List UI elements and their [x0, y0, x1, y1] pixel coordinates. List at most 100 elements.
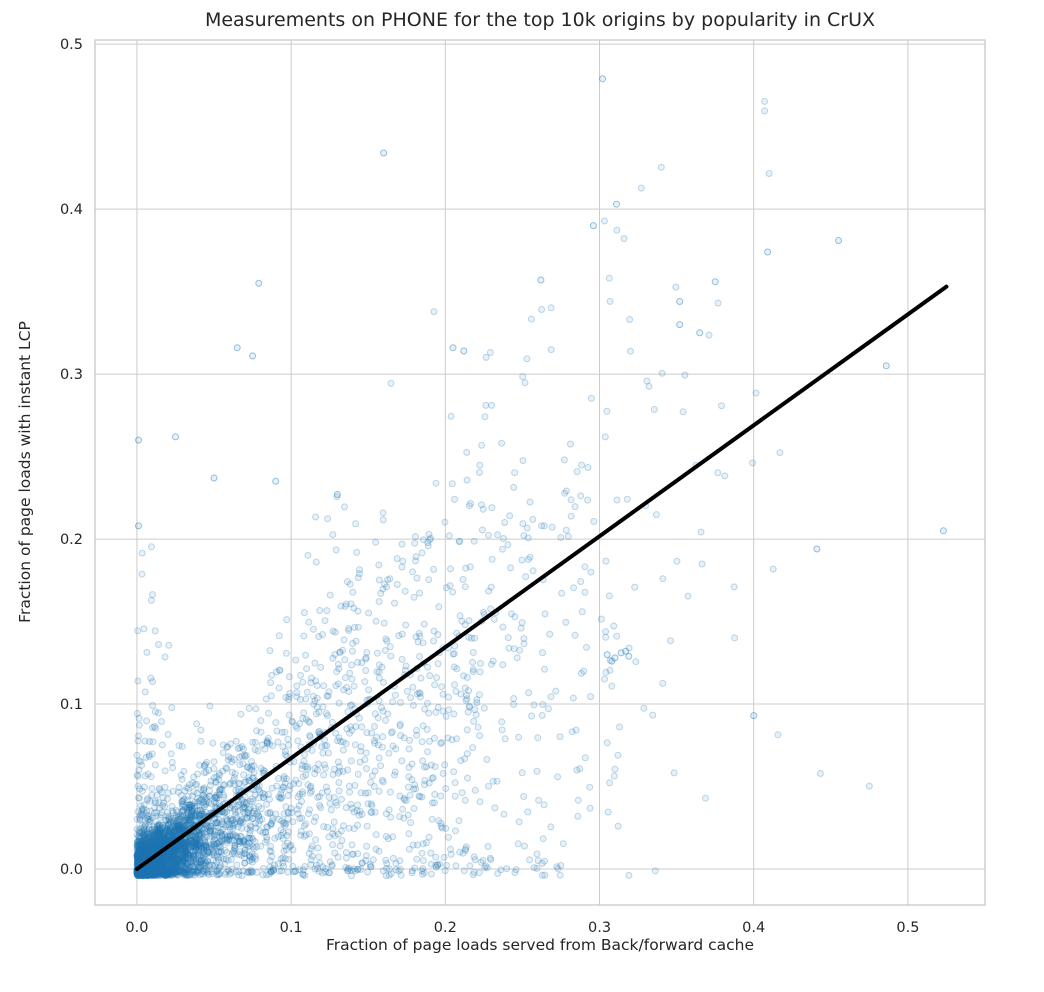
scatter-point: [144, 866, 152, 874]
scatter-point: [156, 830, 163, 838]
scatter-point: [144, 839, 152, 847]
scatter-point: [461, 796, 469, 804]
scatter-point: [459, 576, 467, 583]
scatter-point: [169, 862, 177, 870]
scatter-point: [137, 850, 144, 858]
scatter-point: [327, 806, 335, 814]
scatter-point: [173, 859, 180, 867]
scatter-point: [158, 741, 166, 749]
scatter-point: [241, 850, 249, 858]
scatter-point: [156, 866, 164, 874]
scatter-point: [147, 870, 155, 878]
scatter-point: [681, 371, 689, 379]
x-tick-label: 0.4: [742, 920, 765, 936]
scatter-point: [569, 694, 577, 702]
scatter-point: [589, 222, 597, 230]
scatter-point: [230, 819, 238, 826]
scatter-point: [141, 871, 149, 879]
scatter-point: [539, 835, 547, 843]
scatter-point: [322, 865, 330, 873]
scatter-point: [151, 866, 159, 874]
scatter-point: [178, 846, 186, 854]
scatter-point: [138, 872, 146, 879]
scatter-point: [613, 632, 621, 640]
scatter-point: [486, 854, 494, 862]
scatter-point: [334, 853, 342, 861]
scatter-point: [275, 632, 283, 640]
scatter-point: [142, 852, 150, 860]
scatter-point: [373, 668, 381, 676]
scatter-point: [451, 792, 459, 800]
scatter-point: [180, 818, 188, 826]
scatter-point: [510, 700, 517, 708]
scatter-point: [463, 695, 471, 703]
scatter-point: [632, 658, 640, 666]
scatter-point: [882, 362, 890, 370]
scatter-point: [134, 853, 142, 861]
scatter-point: [255, 812, 263, 820]
scatter-point: [485, 531, 492, 539]
scatter-point: [138, 851, 146, 858]
scatter-point: [537, 276, 545, 284]
scatter-point: [484, 843, 492, 850]
scatter-point: [135, 854, 143, 862]
chart-title: Measurements on PHONE for the top 10k or…: [205, 9, 875, 31]
scatter-point: [613, 226, 621, 234]
scatter-point: [137, 758, 145, 766]
scatter-point: [375, 561, 383, 569]
scatter-point: [154, 859, 162, 867]
scatter-point: [354, 821, 361, 829]
scatter-point: [162, 864, 170, 872]
scatter-point: [649, 711, 657, 719]
scatter-point: [613, 496, 621, 504]
scatter-point: [146, 870, 154, 878]
scatter-point: [498, 718, 506, 726]
scatter-point: [138, 851, 146, 859]
scatter-point: [136, 868, 144, 876]
scatter-point: [344, 766, 352, 774]
scatter-point: [354, 850, 362, 858]
scatter-point: [389, 833, 397, 841]
scatter-point: [246, 829, 254, 837]
scatter-point: [174, 844, 182, 852]
scatter-point: [281, 779, 289, 787]
scatter-point: [153, 858, 161, 866]
scatter-point: [142, 844, 150, 852]
scatter-point: [519, 457, 527, 464]
scatter-point: [149, 678, 156, 685]
scatter-point: [175, 861, 183, 869]
scatter-point: [142, 867, 149, 875]
scatter-point: [161, 856, 169, 864]
scatter-point: [183, 796, 191, 804]
scatter-point: [342, 600, 350, 608]
scatter-point: [381, 647, 389, 654]
scatter-point: [529, 515, 537, 523]
scatter-point: [136, 869, 144, 877]
scatter-point: [238, 815, 246, 823]
scatter-point: [140, 869, 148, 877]
scatter-point: [135, 870, 143, 878]
scatter-point: [159, 837, 167, 845]
scatter-point: [152, 842, 160, 850]
scatter-point: [557, 534, 565, 541]
scatter-point: [348, 841, 356, 849]
scatter-point: [172, 843, 180, 851]
scatter-point: [340, 636, 348, 644]
scatter-point: [136, 869, 144, 877]
scatter-point: [137, 868, 145, 876]
scatter-point: [157, 869, 165, 877]
scatter-point: [533, 767, 541, 775]
scatter-point: [144, 840, 152, 848]
scatter-point: [140, 871, 148, 879]
scatter-point: [357, 747, 364, 755]
scatter-point: [253, 869, 261, 876]
scatter-point: [465, 502, 473, 510]
scatter-point: [581, 563, 589, 571]
scatter-point: [222, 855, 230, 863]
scatter-point: [375, 847, 383, 855]
scatter-point: [197, 737, 205, 745]
scatter-point: [183, 841, 191, 849]
scatter-point: [164, 828, 172, 835]
scatter-point: [249, 835, 257, 843]
y-tick-label: 0.1: [60, 697, 83, 713]
